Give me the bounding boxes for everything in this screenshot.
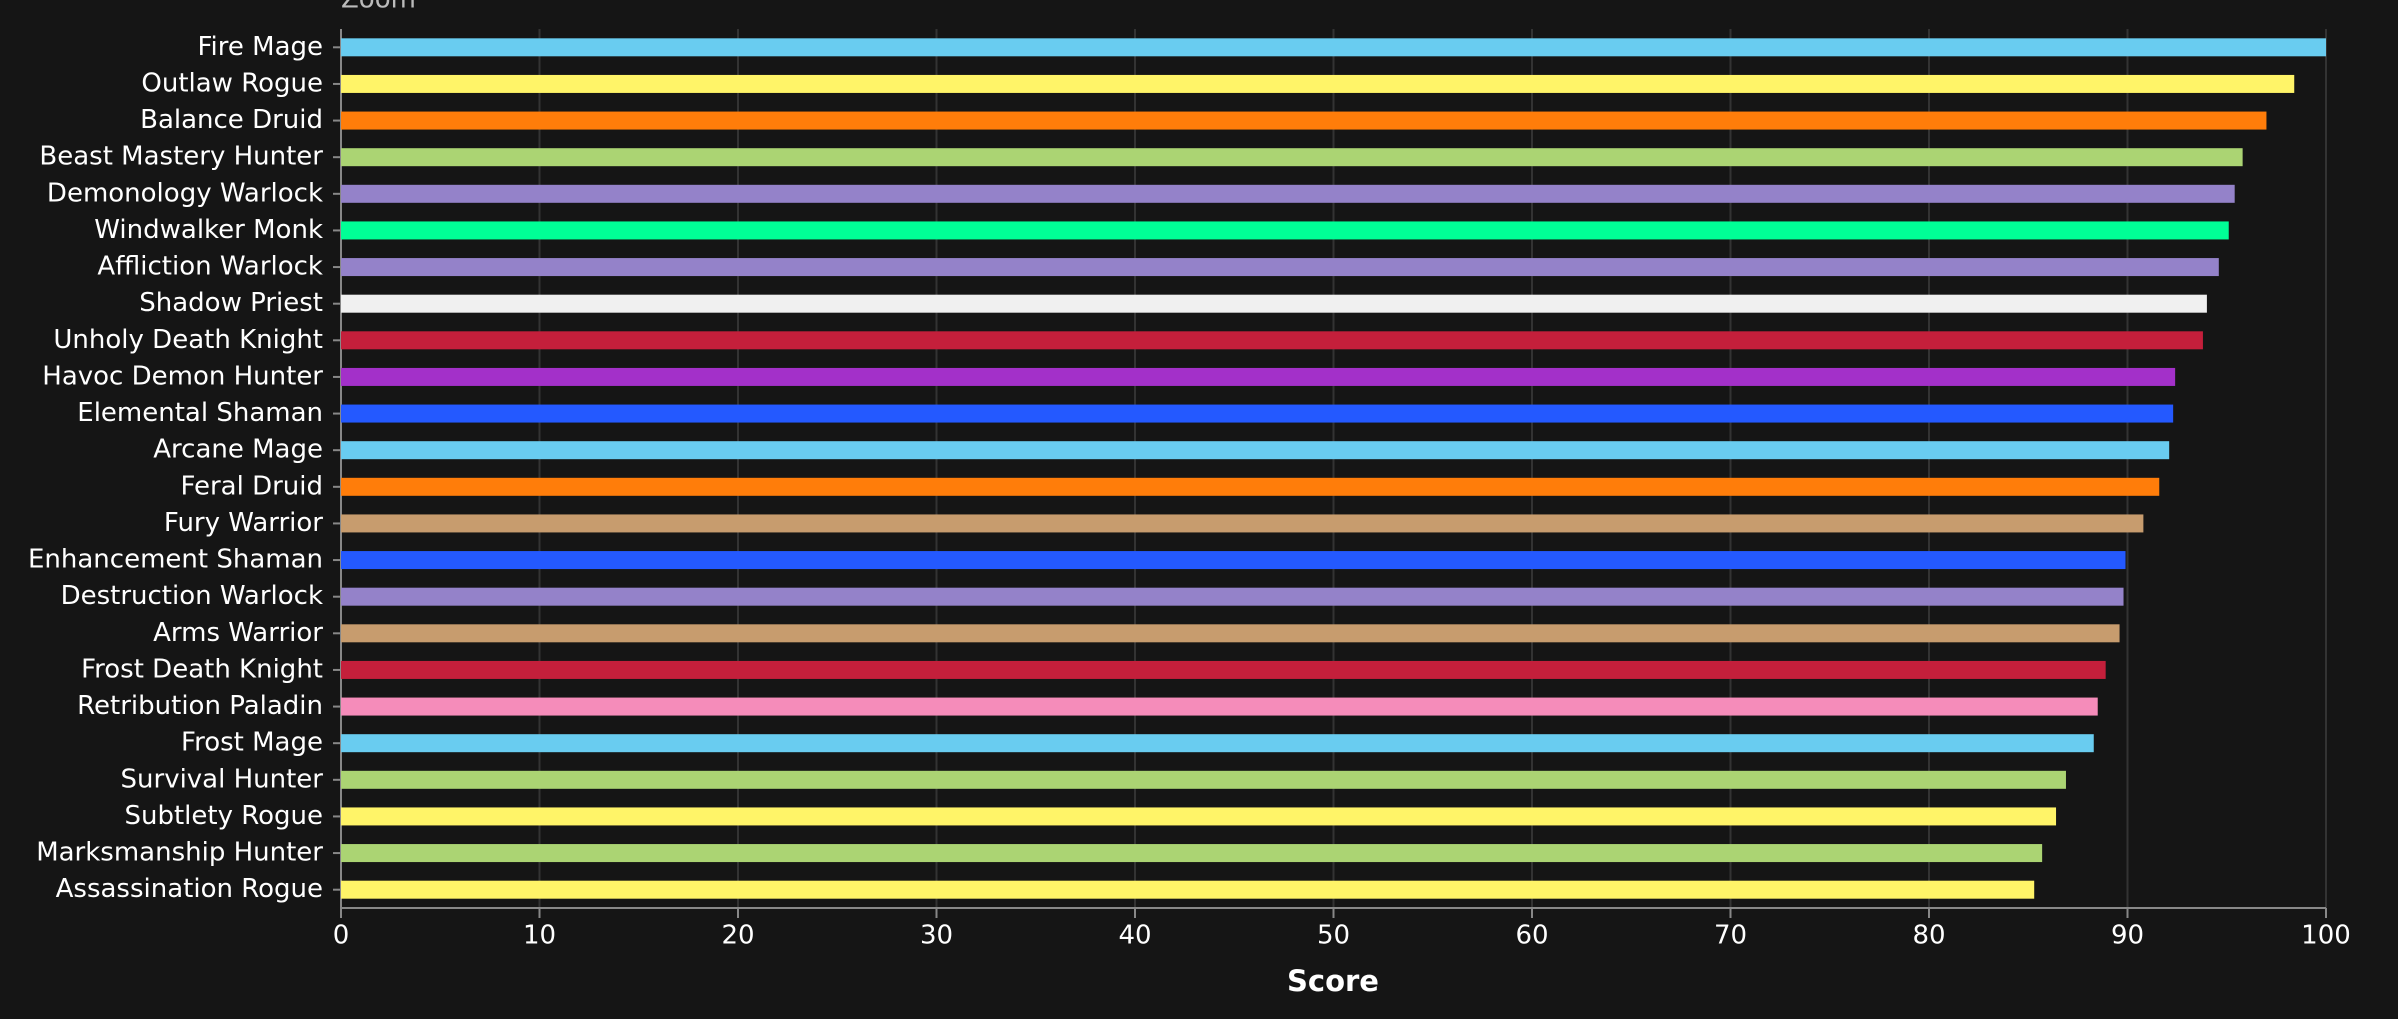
bar [341, 294, 2207, 313]
x-tick-label: 70 [1714, 921, 1747, 951]
bar [341, 624, 2120, 643]
y-tick-label: Destruction Warlock [61, 581, 323, 611]
bar [341, 477, 2160, 496]
bar [341, 184, 2235, 203]
x-tick-label: 90 [2111, 921, 2144, 951]
y-tick-label: Havoc Demon Hunter [42, 361, 323, 391]
bar [341, 258, 2219, 277]
x-tick-label: 100 [2301, 921, 2351, 951]
bar [341, 111, 2267, 130]
bar [341, 844, 2043, 863]
y-tick-label: Survival Hunter [121, 764, 324, 794]
y-tick-label: Retribution Paladin [77, 691, 323, 721]
bar [341, 74, 2295, 93]
y-tick-label: Frost Death Knight [81, 654, 323, 684]
bar [341, 697, 2098, 716]
bar [341, 734, 2094, 753]
y-tick-label: Fire Mage [197, 32, 323, 62]
y-tick-label: Beast Mastery Hunter [39, 142, 323, 172]
bar [341, 221, 2229, 240]
bar [341, 38, 2326, 57]
bar [341, 367, 2176, 386]
y-tick-label: Feral Druid [180, 471, 323, 501]
bar [341, 148, 2243, 167]
y-tick-label: Frost Mage [181, 728, 323, 758]
y-tick-label: Windwalker Monk [94, 215, 323, 245]
y-tick-label: Enhancement Shaman [28, 545, 323, 575]
y-tick-label: Demonology Warlock [47, 178, 323, 208]
y-tick-label: Arms Warrior [153, 618, 323, 648]
bar [341, 514, 2144, 533]
y-tick-label: Marksmanship Hunter [36, 838, 323, 868]
bar [341, 660, 2106, 679]
x-tick-label: 20 [721, 921, 754, 951]
x-tick-label: 60 [1515, 921, 1548, 951]
bar [341, 587, 2124, 606]
x-tick-label: 50 [1317, 921, 1350, 951]
y-tick-label: Arcane Mage [153, 435, 323, 465]
x-tick-label: 80 [1912, 921, 1945, 951]
bar [341, 807, 2057, 826]
y-tick-label: Shadow Priest [139, 288, 323, 318]
y-tick-label: Fury Warrior [164, 508, 323, 538]
bar [341, 770, 2066, 789]
bar [341, 404, 2174, 423]
y-tick-label: Unholy Death Knight [53, 325, 323, 355]
x-tick-label: 30 [920, 921, 953, 951]
bar [341, 880, 2035, 899]
x-tick-label: 40 [1118, 921, 1151, 951]
y-tick-label: Assassination Rogue [56, 874, 323, 904]
x-tick-label: 0 [333, 921, 350, 951]
bar [341, 551, 2126, 570]
x-axis-title: Score [1287, 964, 1379, 998]
bar [341, 441, 2170, 460]
y-tick-label: Affliction Warlock [97, 252, 323, 282]
y-tick-label: Outlaw Rogue [141, 68, 323, 98]
bar [341, 331, 2203, 350]
y-tick-label: Balance Druid [140, 105, 323, 135]
zoom-label[interactable]: Zoom [341, 0, 416, 15]
x-tick-label: 10 [523, 921, 556, 951]
y-tick-label: Subtlety Rogue [124, 801, 323, 831]
y-tick-label: Elemental Shaman [77, 398, 323, 428]
